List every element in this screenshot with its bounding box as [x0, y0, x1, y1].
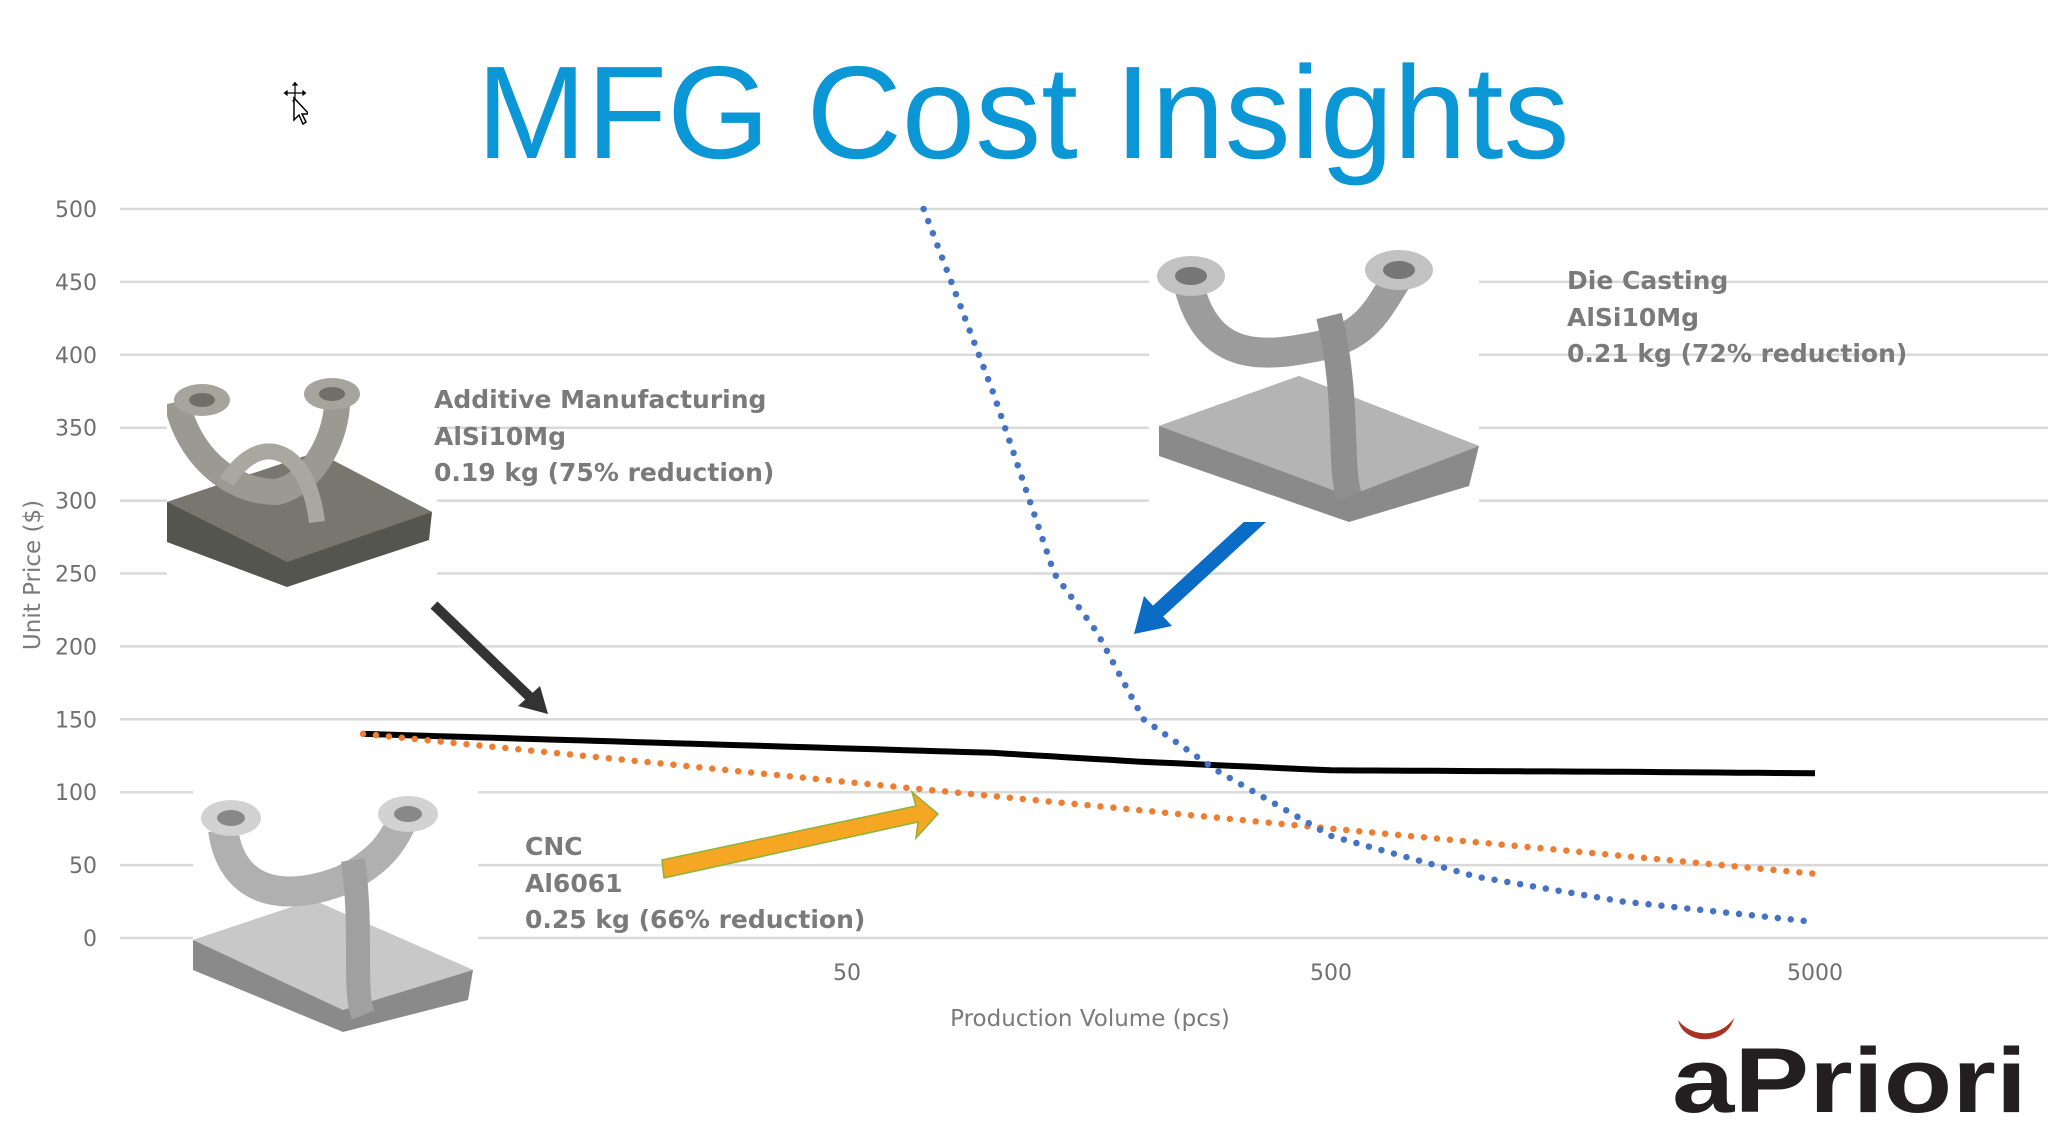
series-line-cnc: [359, 730, 1819, 878]
arrow-die-casting: [1134, 503, 1275, 634]
additive-process: Additive Manufacturing: [434, 385, 767, 414]
arrow-cnc: [661, 789, 940, 879]
svg-text:aPriori: aPriori: [1672, 1030, 2027, 1116]
page-title: MFG Cost Insights: [476, 39, 1570, 186]
die-casting-weight: 0.21 kg (72% reduction): [1567, 339, 1908, 369]
cnc-material: Al6061: [525, 868, 623, 898]
die-casting-material: AlSi10Mg: [1567, 302, 1700, 332]
y-tick-label: 300: [55, 490, 97, 515]
move-cursor-icon: [282, 80, 308, 126]
y-tick-label: 100: [55, 781, 97, 806]
y-tick-label: 50: [69, 854, 97, 879]
cnc-process: CNC: [525, 832, 583, 861]
die-casting-part-image: [1149, 246, 1479, 522]
additive-annotation: Additive Manufacturing AlSi10Mg 0.19 kg …: [434, 382, 774, 492]
y-tick-labels: 0 50 100 150 200 250 300 350 400 450 500: [55, 198, 97, 952]
additive-material: AlSi10Mg: [434, 421, 567, 451]
cnc-weight: 0.25 kg (66% reduction): [525, 905, 866, 935]
x-axis-title: Production Volume (pcs): [950, 1006, 1230, 1032]
y-tick-label: 0: [83, 927, 97, 952]
apriori-logo: aPriori: [1672, 1018, 2027, 1116]
y-tick-label: 350: [55, 417, 97, 442]
additive-weight: 0.19 kg (75% reduction): [434, 458, 775, 488]
y-tick-label: 250: [55, 563, 97, 588]
cnc-annotation: CNC Al6061 0.25 kg (66% reduction): [525, 829, 865, 939]
series-group: [359, 205, 1819, 926]
die-casting-process: Die Casting: [1567, 266, 1729, 295]
x-tick-label: 50: [833, 961, 861, 986]
y-tick-label: 400: [55, 344, 97, 369]
x-tick-label: 5000: [1787, 961, 1843, 986]
y-axis-title: Unit Price ($): [20, 500, 46, 650]
cnc-part-image: [193, 790, 478, 1032]
additive-part-image: [167, 372, 437, 592]
die-casting-annotation: Die Casting AlSi10Mg 0.21 kg (72% reduct…: [1567, 263, 1907, 373]
y-tick-label: 500: [55, 198, 97, 223]
y-tick-label: 450: [55, 271, 97, 296]
series-line-additive: [362, 730, 1816, 777]
y-tick-label: 200: [55, 635, 97, 660]
x-tick-label: 500: [1310, 961, 1352, 986]
y-tick-label: 150: [55, 708, 97, 733]
x-tick-labels: 50 500 5000: [833, 961, 1843, 986]
arrow-additive: [430, 601, 548, 714]
